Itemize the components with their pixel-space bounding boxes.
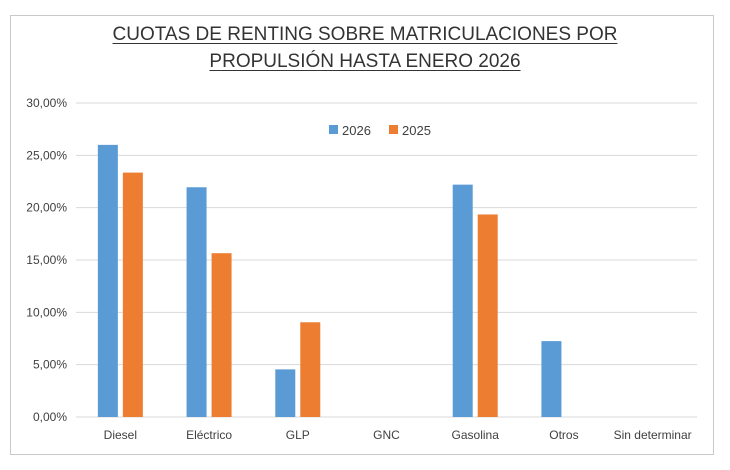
x-axis: Diesel Eléctrico GLP GNC Gasolina Otros Sin de… — [104, 428, 692, 442]
y-tick-label: 0,00% — [33, 410, 67, 424]
x-tick-label: GLP — [286, 428, 310, 442]
x-tick-label: Gasolina — [452, 428, 500, 442]
bar-2025-0 — [122, 172, 143, 417]
bar-2025-2 — [300, 322, 321, 417]
x-tick-label: Diesel — [104, 428, 137, 442]
bar-2026-0 — [97, 144, 118, 417]
chart-title-line-2: PROPULSIÓN HASTA ENERO 2026 — [209, 51, 521, 72]
y-tick-label: 5,00% — [33, 358, 67, 372]
x-tick-label: Otros — [549, 428, 578, 442]
y-tick-label: 30,00% — [26, 96, 67, 110]
legend: 2026 2025 — [329, 123, 431, 138]
bar-2025-4 — [477, 214, 498, 417]
legend-label-2025: 2025 — [402, 123, 431, 138]
gridlines — [76, 102, 697, 418]
bars — [97, 144, 562, 417]
y-tick-label: 10,00% — [26, 305, 67, 319]
bar-2026-2 — [275, 369, 296, 417]
y-tick-label: 20,00% — [26, 201, 67, 215]
x-tick-label: Sin determinar — [614, 428, 692, 442]
y-tick-label: 25,00% — [26, 148, 67, 162]
chart-title: CUOTAS DE RENTING SOBRE MATRICULACIONES … — [0, 21, 730, 75]
y-axis: 0,00% 5,00% 10,00% 15,00% 20,00% 25,00% 30,00% — [26, 96, 67, 424]
bar-2026-5 — [541, 341, 562, 417]
bar-2026-1 — [186, 187, 207, 417]
bar-2025-1 — [211, 253, 232, 417]
x-tick-label: Eléctrico — [186, 428, 232, 442]
legend-swatch-2025 — [389, 125, 398, 134]
chart-title-line-1: CUOTAS DE RENTING SOBRE MATRICULACIONES … — [112, 24, 618, 45]
legend-label-2026: 2026 — [342, 123, 371, 138]
y-tick-label: 15,00% — [26, 253, 67, 267]
x-tick-label: GNC — [373, 428, 400, 442]
bar-2026-4 — [452, 184, 473, 417]
legend-swatch-2026 — [329, 125, 338, 134]
